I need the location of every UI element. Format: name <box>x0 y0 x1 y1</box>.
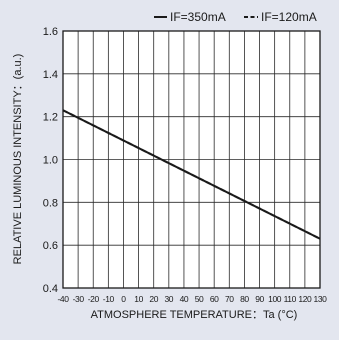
x-tick-label: -20 <box>88 294 100 304</box>
x-tick-label: 0 <box>121 294 126 304</box>
legend-label-350ma: IF=350mA <box>170 10 226 24</box>
data-series <box>62 109 321 240</box>
legend: IF=350mA IF=120mA <box>154 10 317 24</box>
y-tick-label: 1.6 <box>43 26 58 38</box>
x-tick-label: 90 <box>255 294 264 304</box>
x-tick-label: 40 <box>180 294 189 304</box>
x-tick-label: -30 <box>73 294 85 304</box>
y-tick-label: 0.4 <box>43 283 58 295</box>
y-tick-label: 0.6 <box>43 240 58 252</box>
x-tick-label: 100 <box>268 294 282 304</box>
x-tick-label: 30 <box>164 294 173 304</box>
x-tick-label: 20 <box>149 294 158 304</box>
y-axis-title: RELATIVE LUMINOUS INTENSITY：(a.u.) <box>12 54 24 265</box>
y-tick-labels: 0.4 0.6 0.8 1.0 1.2 1.4 1.6 <box>43 26 58 295</box>
x-tick-label: 50 <box>195 294 204 304</box>
series-line-1 <box>62 109 321 240</box>
y-tick-label: 1.2 <box>43 112 58 124</box>
x-tick-label: 110 <box>284 294 297 304</box>
x-tick-label: 120 <box>298 294 312 304</box>
y-tick-label: 1.4 <box>43 69 58 81</box>
y-tick-label: 0.8 <box>43 197 58 209</box>
plot-frame <box>62 30 321 289</box>
x-axis-title: ATMOSPHERE TEMPERATURE：Ta (°C) <box>91 309 298 321</box>
x-tick-label: 130 <box>314 294 328 304</box>
x-tick-label: 10 <box>134 294 143 304</box>
x-tick-label: 60 <box>210 294 219 304</box>
x-tick-label: -40 <box>57 294 69 304</box>
x-tick-label: -10 <box>103 294 115 304</box>
legend-label-120ma: IF=120mA <box>261 10 317 24</box>
y-tick-label: 1.0 <box>43 155 58 167</box>
x-tick-labels: -40 -30 -20 -10 0 10 20 30 40 50 60 70 80 90 100 110 120… <box>57 294 327 304</box>
x-tick-label: 80 <box>240 294 249 304</box>
x-tick-label: 70 <box>225 294 234 304</box>
